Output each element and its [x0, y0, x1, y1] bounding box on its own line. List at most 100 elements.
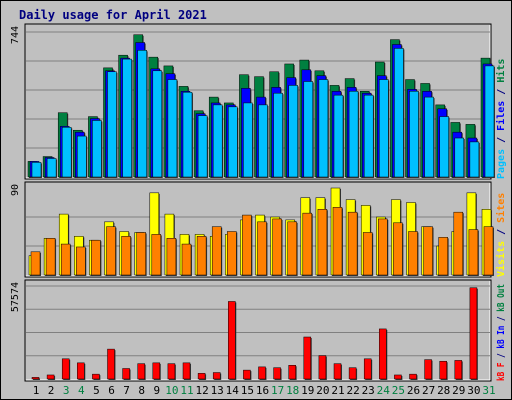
- bar-pages: [107, 71, 117, 178]
- bar-sites: [60, 243, 71, 276]
- bar-kb-f: [61, 358, 70, 380]
- panel-bottom: [24, 279, 492, 382]
- bar-pages: [454, 137, 465, 178]
- bar-pages: [167, 79, 178, 178]
- day-label: 16: [256, 384, 269, 397]
- scale-label-middle: 90: [10, 184, 21, 196]
- bar-pages: [122, 58, 132, 178]
- bar-kb-f: [212, 372, 221, 380]
- bar-pages: [424, 96, 434, 178]
- bar-kb-f: [258, 366, 266, 380]
- bar-pages: [182, 91, 193, 178]
- bar-pages: [469, 141, 480, 178]
- day-label: 6: [108, 384, 115, 397]
- bar-pages: [273, 92, 283, 178]
- bar-sites: [287, 221, 297, 276]
- bar-pages: [484, 65, 495, 178]
- day-label: 24: [377, 384, 391, 397]
- legend-middle: Visits / Sites: [495, 193, 507, 277]
- day-label: 25: [392, 384, 405, 397]
- day-label: 12: [195, 384, 208, 397]
- bar-sites: [121, 236, 131, 276]
- day-label: 26: [407, 384, 420, 397]
- bar-kb-f: [409, 373, 417, 380]
- legend-top: Pages / Files / Hits: [495, 59, 507, 179]
- bar-kb-f: [363, 358, 372, 380]
- bar-kb-f: [288, 365, 296, 380]
- bar-pages: [288, 85, 298, 178]
- day-label: 5: [93, 384, 100, 397]
- day-label: 10: [165, 384, 178, 397]
- legend-part: Files: [495, 101, 507, 131]
- bar-kb-f: [303, 336, 312, 380]
- day-label: 11: [180, 384, 193, 397]
- day-label: 17: [271, 384, 284, 397]
- day-label: 8: [138, 384, 145, 397]
- day-label: 13: [211, 384, 224, 397]
- day-label: 30: [467, 384, 480, 397]
- bar-kb-f: [469, 287, 478, 380]
- bar-sites: [438, 237, 448, 276]
- bar-sites: [408, 231, 418, 276]
- bar-kb-f: [424, 359, 432, 380]
- bar-kb-f: [197, 373, 206, 380]
- bar-pages: [152, 70, 163, 178]
- bar-pages: [363, 94, 374, 178]
- bar-pages: [439, 116, 449, 178]
- bar-sites: [30, 251, 41, 276]
- bar-kb-f: [107, 348, 115, 380]
- bar-kb-f: [77, 362, 85, 380]
- bar-pages: [394, 48, 404, 178]
- bar-kb-f: [228, 301, 236, 380]
- legend-part: Pages: [496, 149, 507, 179]
- legend-part: kB Out: [496, 284, 507, 312]
- bar-sites: [453, 211, 464, 276]
- bar-pages: [137, 50, 147, 178]
- day-label: 4: [78, 384, 85, 397]
- bar-kb-f: [454, 360, 463, 380]
- bar-sites: [91, 239, 101, 276]
- legend-part: /: [496, 131, 507, 149]
- bar-kb-f: [122, 368, 130, 380]
- bar-pages: [61, 127, 72, 178]
- legend-part: /: [496, 312, 507, 326]
- bar-sites: [332, 207, 343, 276]
- bar-sites: [227, 231, 237, 276]
- bar-pages: [77, 135, 87, 178]
- bar-pages: [92, 120, 102, 178]
- day-label: 27: [422, 384, 435, 397]
- day-label: 9: [153, 384, 160, 397]
- bar-sites: [362, 232, 373, 276]
- scale-label-bottom: 57574: [10, 282, 21, 312]
- bar-kb-f: [318, 355, 327, 380]
- bar-sites: [106, 226, 116, 276]
- bar-pages: [409, 90, 419, 178]
- bar-sites: [136, 232, 146, 276]
- bar-kb-f: [394, 374, 402, 380]
- bar-kb-f: [167, 363, 176, 380]
- bar-kb-f: [348, 367, 357, 380]
- day-label: 20: [316, 384, 329, 397]
- bar-sites: [166, 238, 177, 276]
- day-label: 2: [48, 384, 55, 397]
- day-label: 21: [331, 384, 344, 397]
- scale-label-top: 744: [10, 26, 21, 44]
- legend-part: /: [496, 349, 507, 363]
- bar-sites: [302, 212, 313, 276]
- bar-pages: [348, 90, 359, 178]
- bar-sites: [151, 234, 162, 276]
- bar-sites: [317, 209, 328, 276]
- legend-part: Visits: [495, 241, 507, 277]
- day-label: 3: [63, 384, 70, 397]
- bar-kb-f: [152, 362, 161, 380]
- bar-sites: [211, 226, 222, 276]
- legend-part: /: [496, 83, 507, 101]
- bar-sites: [423, 226, 433, 276]
- bar-kb-f: [333, 363, 342, 380]
- day-label: 31: [482, 384, 495, 397]
- bar-pages: [333, 94, 344, 178]
- legend-part: Sites: [495, 193, 507, 223]
- bar-sites: [468, 229, 479, 276]
